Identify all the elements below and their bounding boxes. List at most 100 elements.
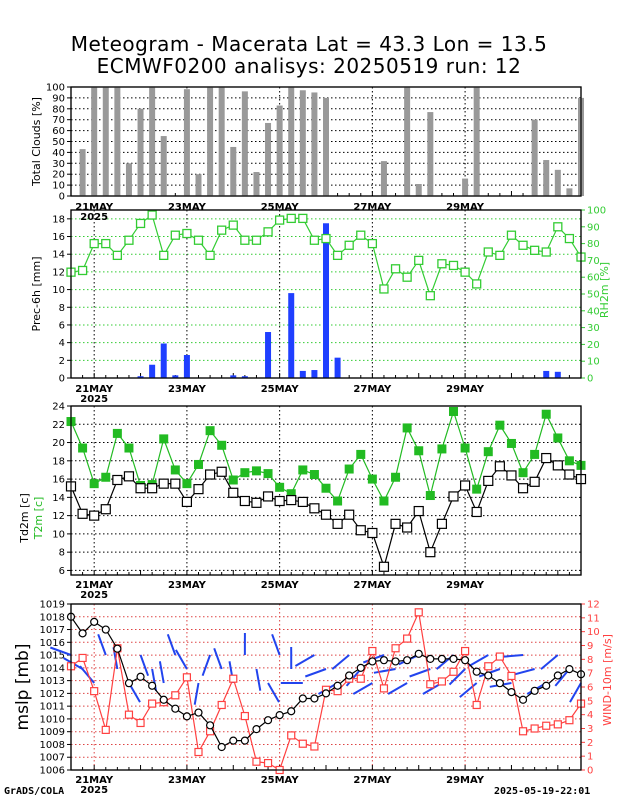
t2m-point bbox=[112, 428, 122, 438]
precip-bar bbox=[230, 375, 237, 378]
mslp-point bbox=[136, 672, 145, 681]
y-tick-label: 90 bbox=[52, 93, 65, 104]
mslp-point bbox=[437, 654, 447, 664]
cloud-bar bbox=[218, 87, 225, 196]
temperature-panel: 6 8 10 12 14 16 18 20 22 24 21MAY 23MAY 25MAY 27MAY 29… bbox=[18, 402, 587, 601]
wind-barb bbox=[158, 661, 165, 684]
cloud-bar bbox=[380, 161, 387, 196]
wind-barb bbox=[459, 682, 478, 698]
date-tick-label: 25MAY bbox=[261, 580, 300, 591]
wind-barb bbox=[409, 668, 431, 678]
y-tick-label: 10 bbox=[52, 285, 65, 296]
wind-point bbox=[171, 691, 180, 700]
td2m-point bbox=[378, 561, 390, 572]
td2m-point bbox=[262, 491, 274, 502]
wind-point bbox=[124, 710, 134, 719]
date-tick-label: 27MAY bbox=[353, 775, 392, 786]
td2m-point bbox=[135, 483, 146, 494]
wind-point bbox=[252, 757, 261, 766]
y2-tick-label: 2 bbox=[587, 738, 593, 749]
rh-point bbox=[495, 250, 505, 261]
cloud-bar bbox=[554, 169, 561, 196]
mslp-point bbox=[565, 665, 574, 674]
mslp-point bbox=[310, 694, 319, 703]
rh-point bbox=[553, 222, 563, 232]
td2m-point bbox=[517, 483, 529, 494]
mslp-point bbox=[321, 689, 331, 698]
wind-point bbox=[148, 699, 157, 708]
y2-tick-label: 60 bbox=[587, 273, 600, 284]
date-tick-label: 29MAY bbox=[446, 775, 485, 786]
rh-point bbox=[529, 245, 540, 255]
cloud-bar bbox=[311, 92, 318, 196]
rh-point bbox=[472, 279, 482, 289]
y2-tick-label: 70 bbox=[587, 256, 600, 267]
rh-point bbox=[483, 247, 493, 257]
mslp-point bbox=[460, 656, 470, 665]
chart-title-line1: Meteogram - Macerata Lat = 43.3 Lon = 13… bbox=[70, 32, 548, 56]
wind-point bbox=[298, 739, 307, 748]
t2m-point bbox=[460, 443, 470, 453]
mslp-point bbox=[182, 712, 192, 721]
wind-point bbox=[565, 716, 574, 725]
plot-frame-top bbox=[70, 405, 582, 576]
clouds-axis-label: Total Clouds [%] bbox=[30, 97, 43, 187]
wind-point bbox=[426, 680, 435, 689]
cloud-bar bbox=[462, 178, 469, 196]
rh-point bbox=[240, 235, 250, 245]
year-tick-label: 2025 bbox=[80, 590, 108, 601]
rh-point bbox=[124, 235, 134, 245]
rh-point bbox=[89, 238, 99, 249]
t2m-point bbox=[333, 496, 343, 506]
td2m-point bbox=[193, 484, 204, 495]
date-tick-label: 29MAY bbox=[446, 384, 485, 395]
mslp-point bbox=[542, 681, 551, 690]
cloud-bar bbox=[415, 184, 422, 196]
rh-point bbox=[425, 291, 435, 301]
y2-tick-label: 9 bbox=[587, 641, 593, 652]
y-tick-label: 1017 bbox=[40, 625, 65, 636]
y-tick-label: 0 bbox=[59, 374, 65, 385]
wind-point bbox=[472, 700, 481, 710]
t2m-point bbox=[344, 464, 354, 474]
t2m-point bbox=[518, 468, 528, 478]
mslp-point bbox=[205, 721, 215, 730]
y2-tick-label: 11 bbox=[587, 613, 600, 624]
rh-point bbox=[390, 264, 401, 274]
cloud-bar bbox=[91, 87, 98, 196]
y-tick-label: 1013 bbox=[40, 676, 65, 687]
td2m-point bbox=[181, 496, 193, 508]
cloud-bar bbox=[207, 87, 214, 196]
rh-point bbox=[518, 240, 528, 250]
y-tick-label: 1016 bbox=[40, 638, 65, 649]
rh-point bbox=[147, 210, 157, 220]
date-tick-label: 23MAY bbox=[168, 775, 207, 786]
cloud-bar bbox=[276, 105, 283, 196]
rh-point bbox=[159, 250, 169, 261]
wind-point bbox=[182, 673, 192, 682]
t2m-point bbox=[379, 496, 389, 506]
date-tick-label: 23MAY bbox=[168, 384, 207, 395]
t2m-point bbox=[414, 446, 424, 456]
td2m-point bbox=[286, 494, 297, 506]
y-tick-label: 70 bbox=[52, 115, 65, 126]
mslp-point bbox=[368, 657, 377, 666]
t2m-point bbox=[367, 474, 377, 484]
rh-point bbox=[298, 213, 308, 224]
cloud-bar bbox=[149, 87, 156, 196]
y2-tick-label: 20 bbox=[587, 340, 600, 351]
wind-point bbox=[507, 671, 516, 681]
td2m-point bbox=[251, 497, 262, 508]
date-tick-label: 25MAY bbox=[261, 775, 300, 786]
plot-frame-top bbox=[70, 209, 582, 379]
rh-point bbox=[182, 228, 192, 239]
cloud-bar bbox=[125, 163, 132, 196]
cloud-bar bbox=[102, 87, 109, 196]
y-tick-label: 50 bbox=[52, 137, 65, 148]
y-tick-label: 6 bbox=[59, 566, 65, 577]
mslp-point bbox=[124, 679, 134, 688]
cloud-bar bbox=[543, 160, 550, 196]
plot-frame-top bbox=[70, 603, 582, 771]
wind-barb bbox=[267, 682, 280, 703]
